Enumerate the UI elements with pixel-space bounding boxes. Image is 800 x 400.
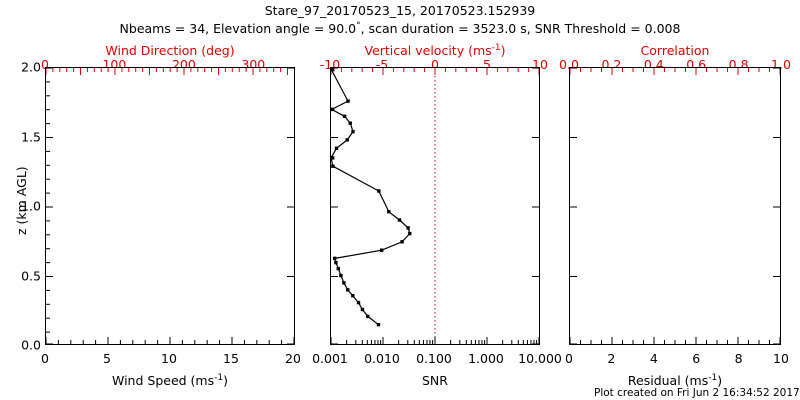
panel3-bottom-tick-4: 4 xyxy=(649,351,658,366)
panel1-left-ticks xyxy=(46,68,53,344)
panel3-side-ticks xyxy=(570,68,780,344)
panel2-bottom-tick-0.001: 0.001 xyxy=(312,351,348,366)
panel1-bottom-tick-0: 0 xyxy=(41,351,49,366)
panel2-top-axis-label: Vertical velocity (ms-1) xyxy=(330,43,540,58)
panel2-top-ticks xyxy=(331,68,539,75)
panel3-bottom-axis-label: Residual (ms-1) xyxy=(569,373,781,388)
panel1-bottom-tick-10: 10 xyxy=(161,351,177,366)
panel-snr xyxy=(330,67,540,345)
panel1-bottom-tick-5: 5 xyxy=(103,351,111,366)
panel2-top-label-exponent: -1 xyxy=(491,42,501,53)
panel2-top-tick-0: 0 xyxy=(431,57,439,72)
panel1-top-ticks xyxy=(46,68,288,75)
panel3-bottom-tick-2: 2 xyxy=(607,351,616,366)
panel2-bottom-tick-10.000: 10.000 xyxy=(518,351,562,366)
panel1-top-tick-0: 0 xyxy=(41,57,49,72)
panel1-bottom-axis-label: Wind Speed (ms-1) xyxy=(45,373,295,388)
panel3-top-ticks xyxy=(570,68,780,75)
panel2-top-label-tail: ) xyxy=(500,43,506,58)
panel3-top-axis-label: Correlation xyxy=(640,43,710,58)
panel2-top-label-text: Vertical velocity (ms xyxy=(364,43,492,58)
panel2-bottom-tick-1.000: 1.000 xyxy=(468,351,504,366)
panel-residual xyxy=(569,67,781,345)
panel2-bottom-axis-label: SNR xyxy=(422,373,448,388)
panel3-xlabel-text: Residual (ms xyxy=(627,373,709,388)
panel1-right-ticks xyxy=(287,68,294,344)
panel2-bottom-ticks xyxy=(331,337,539,344)
degree-symbol: ° xyxy=(356,20,361,31)
panel1-bottom-ticks xyxy=(46,337,294,344)
panel2-bottom-tick-0.100: 0.100 xyxy=(416,351,452,366)
panel-wind-plot-area xyxy=(46,68,294,344)
plot-subtitle-suffix: , scan duration = 3523.0 s, SNR Threshol… xyxy=(360,21,681,36)
panel-wind xyxy=(45,67,295,345)
panel1-bottom-tick-15: 15 xyxy=(223,351,239,366)
snr-data-points xyxy=(331,68,412,327)
plot-title: Stare_97_20170523_15, 20170523.152939 xyxy=(264,3,536,18)
panel-residual-plot-area xyxy=(570,68,780,344)
y-tick-1.5: 1.5 xyxy=(21,129,41,144)
panel1-top-axis-label: Wind Direction (deg) xyxy=(105,43,235,58)
panel2-side-ticks xyxy=(331,68,539,344)
panel3-bottom-tick-6: 6 xyxy=(692,351,701,366)
y-tick-2.0: 2.0 xyxy=(21,59,41,75)
plot-created-note: Plot created on Fri Jun 2 16:34:52 2017 xyxy=(594,387,800,399)
plot-subtitle-prefix: Nbeams = 34, Elevation angle = 90.0 xyxy=(119,21,357,36)
panel1-xlabel-exponent: -1 xyxy=(214,372,224,383)
y-tick-0.0: 0.0 xyxy=(21,337,41,353)
panel3-xlabel-tail: ) xyxy=(717,373,723,388)
panel1-bottom-tick-20: 20 xyxy=(285,351,301,366)
y-tick-1.0: 1.0 xyxy=(21,198,41,214)
panel1-xlabel-tail: ) xyxy=(223,373,228,388)
panel2-top-tick-5: 5 xyxy=(483,57,491,72)
panel3-bottom-ticks xyxy=(570,337,780,344)
y-tick-0.5: 0.5 xyxy=(21,268,41,283)
snr-profile-line xyxy=(331,69,411,326)
panel3-bottom-tick-0: 0 xyxy=(565,351,573,366)
plot-subtitle: Nbeams = 34, Elevation angle = 90.0°, sc… xyxy=(0,20,800,36)
panel3-xlabel-exponent: -1 xyxy=(708,372,718,383)
panel2-bottom-tick-0.010: 0.010 xyxy=(364,351,400,366)
panel-snr-plot-area xyxy=(331,68,539,344)
panel3-bottom-tick-10: 10 xyxy=(773,351,789,366)
panel3-bottom-tick-8: 8 xyxy=(734,351,743,366)
panel1-xlabel-text: Wind Speed (ms xyxy=(112,373,215,388)
